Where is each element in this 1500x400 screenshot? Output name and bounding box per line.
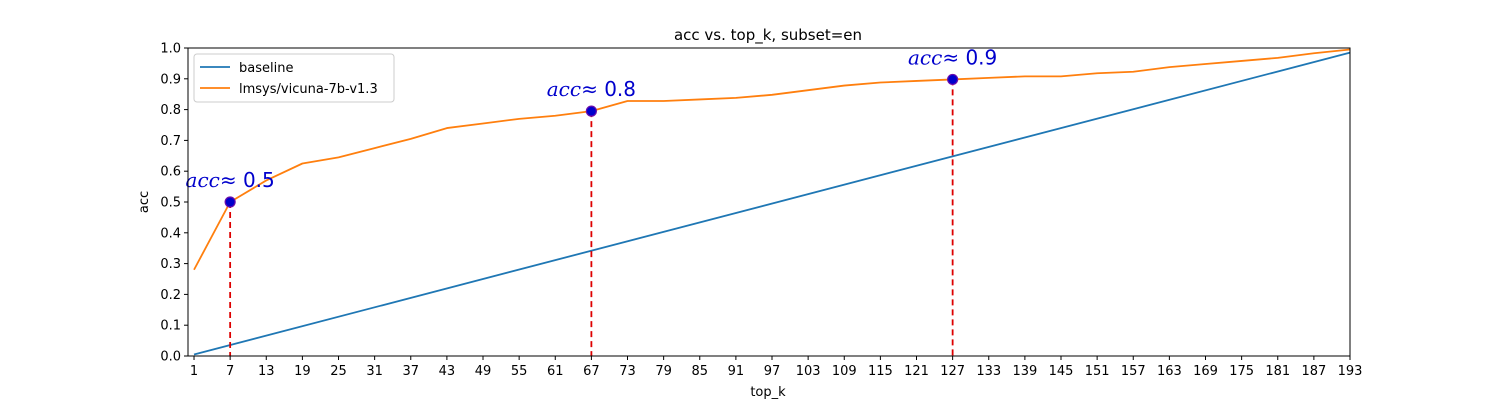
x-tick-label: 13	[258, 364, 275, 379]
series-line-0	[193, 51, 1351, 356]
x-tick-label: 145	[1049, 364, 1074, 379]
x-tick-label: 133	[976, 364, 1001, 379]
y-tick-label: 0.6	[160, 165, 181, 180]
y-tick-label: 0.1	[160, 319, 181, 334]
y-tick-label: 0.9	[160, 72, 181, 87]
legend: baseline lmsys/vicuna-7b-v1.3	[193, 53, 395, 103]
x-tick-label: 73	[619, 364, 636, 379]
x-tick-label: 85	[691, 364, 708, 379]
x-tick-label: 151	[1085, 364, 1110, 379]
x-tick-label: 91	[728, 364, 745, 379]
x-axis: 1 7 13 19 25 31 37 43 49 55 61 67 73 79 85 91 97 103 109 11…	[190, 356, 1363, 379]
legend-label-0: baseline	[239, 61, 293, 76]
legend-label-1: lmsys/vicuna-7b-v1.3	[239, 82, 378, 97]
x-tick-label: 97	[764, 364, 781, 379]
x-axis-label: top_k	[750, 385, 786, 400]
y-tick-label: 0.7	[160, 134, 181, 149]
x-tick-label: 67	[583, 364, 600, 379]
x-tick-label: 55	[511, 364, 528, 379]
y-tick-label: 1.0	[160, 42, 181, 57]
x-tick-label: 109	[832, 364, 857, 379]
x-tick-label: 169	[1193, 364, 1218, 379]
y-tick-label: 0.0	[160, 350, 181, 365]
x-tick-label: 157	[1121, 364, 1146, 379]
legend-box	[193, 53, 395, 103]
series-line-1	[193, 48, 1351, 271]
x-tick-label: 127	[940, 364, 965, 379]
x-tick-label: 103	[796, 364, 821, 379]
x-tick-label: 121	[904, 364, 929, 379]
y-tick-label: 0.2	[160, 288, 181, 303]
x-tick-label: 175	[1229, 364, 1254, 379]
y-axis-label: acc	[137, 191, 152, 213]
x-tick-label: 43	[439, 364, 456, 379]
y-tick-label: 0.8	[160, 103, 181, 118]
x-tick-label: 37	[402, 364, 419, 379]
y-tick-label: 0.4	[160, 226, 181, 241]
y-tick-label: 0.5	[160, 196, 181, 211]
annotation-2: acc≈ 0.9	[908, 45, 997, 69]
marker-point-2	[947, 73, 959, 86]
x-tick-label: 1	[190, 364, 198, 379]
x-tick-label: 115	[868, 364, 893, 379]
x-tick-label: 31	[366, 364, 383, 379]
x-tick-label: 163	[1157, 364, 1182, 379]
x-tick-label: 79	[655, 364, 672, 379]
x-tick-label: 187	[1301, 364, 1326, 379]
x-tick-label: 181	[1265, 364, 1290, 379]
y-tick-label: 0.3	[160, 257, 181, 272]
x-tick-label: 193	[1338, 364, 1363, 379]
x-tick-label: 25	[330, 364, 347, 379]
chart-title: acc vs. top_k, subset=en	[674, 26, 862, 45]
annotation-1: acc≈ 0.8	[547, 77, 636, 101]
plot-area: acc≈ 0.5 acc≈ 0.8 acc≈ 0.9	[186, 45, 1351, 357]
x-tick-label: 7	[226, 364, 234, 379]
marker-point-0	[224, 196, 236, 208]
x-tick-label: 139	[1012, 364, 1037, 379]
marker-point-1	[585, 105, 597, 117]
y-axis: 0.0 0.1 0.2 0.3 0.4 0.5 0.6 0.7 0.8 0.9 1.0	[160, 42, 188, 365]
x-tick-label: 19	[294, 364, 311, 379]
annotation-0: acc≈ 0.5	[186, 168, 275, 192]
x-tick-label: 61	[547, 364, 564, 379]
x-tick-label: 49	[475, 364, 492, 379]
